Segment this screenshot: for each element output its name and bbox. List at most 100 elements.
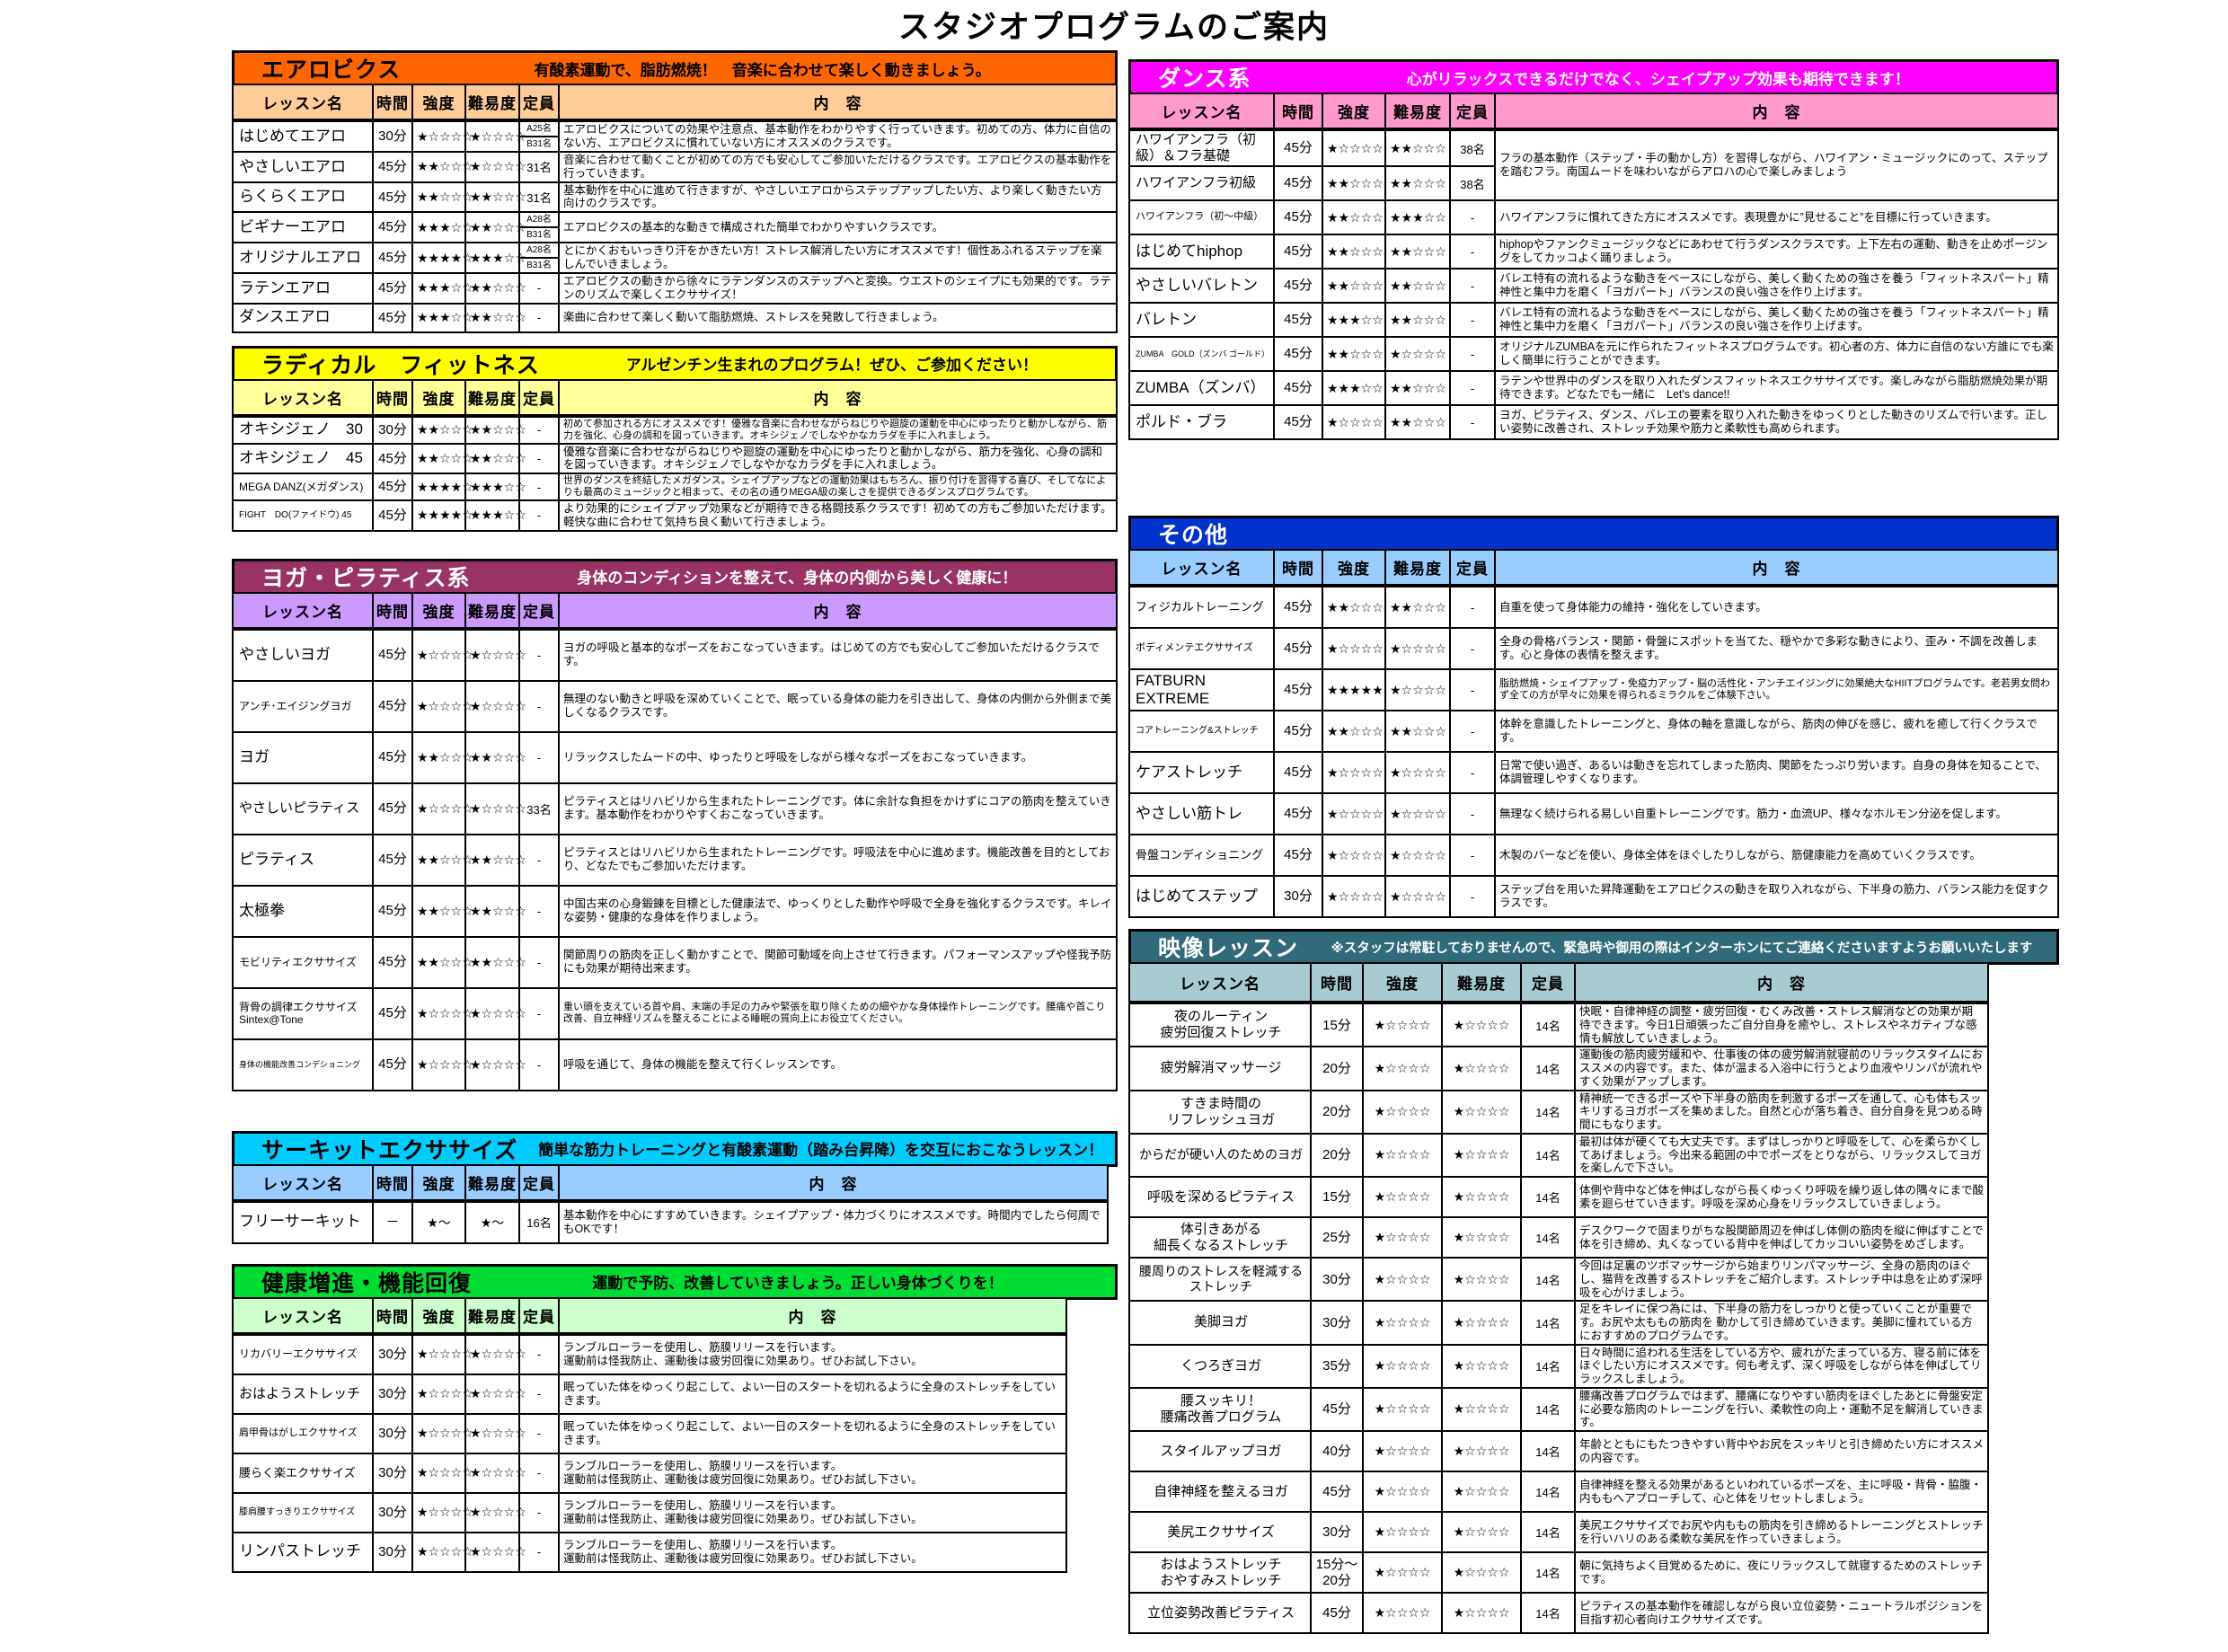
difficulty-stars: ★☆☆☆☆ bbox=[464, 1332, 526, 1375]
capacity: - bbox=[1449, 792, 1496, 835]
lesson-row: ヨガ 45分 ★★☆☆☆ ★★☆☆☆ - リラックスしたムードの中、ゆったりと呼吸をしなが… bbox=[232, 730, 1118, 784]
lesson-name: ピラティス bbox=[232, 833, 374, 887]
lesson-row: くつろぎヨガ 35分 ★☆☆☆☆ ★☆☆☆☆ 14名 日々時間に追われる生活をしている方や… bbox=[1128, 1343, 1989, 1389]
lesson-name: ビギナーエアロ bbox=[232, 211, 374, 243]
lesson-name: オリジナルエアロ bbox=[232, 242, 374, 274]
lesson-name: すきま時間の リフレッシュヨガ bbox=[1128, 1089, 1312, 1135]
capacity: - bbox=[1449, 336, 1496, 372]
lesson-name: ヨガ bbox=[232, 730, 374, 784]
lesson-row: 疲労解消マッサージ 20分 ★☆☆☆☆ ★☆☆☆☆ 14名 運動後の筋肉疲労緩和や、仕事後… bbox=[1128, 1046, 1989, 1091]
column-header-1: レッスン名 bbox=[1128, 549, 1275, 587]
left-column: エアロビクス 有酸素運動で、脂肪燃焼！ 音楽に合わせて楽しく動きましょう。 レッ… bbox=[232, 50, 1118, 1591]
lesson-content: 体幹を意識したトレーニングと、身体の軸を意識しながら、筋肉の伸びを感じ、疲れを癒… bbox=[1494, 710, 2059, 753]
column-header-3: 強度 bbox=[1362, 962, 1443, 1004]
lesson-name: オキシジェノ 45 bbox=[232, 442, 374, 474]
capacity: A28名 B31名 bbox=[518, 211, 560, 243]
difficulty-stars: ★☆☆☆☆ bbox=[1384, 751, 1451, 794]
lesson-row: すきま時間の リフレッシュヨガ 20分 ★☆☆☆☆ ★☆☆☆☆ 14名 精神統一できるポー… bbox=[1128, 1089, 1989, 1135]
lesson-row: バレトン 45分 ★★★☆☆ ★★☆☆☆ - バレエ特有の流れるような動きをベースにしなが… bbox=[1128, 302, 2059, 338]
lesson-name: 呼吸を深めるピラティス bbox=[1128, 1176, 1312, 1218]
section-header: ラディカル フィットネス アルゼンチン生まれのプログラム！ぜひ、ご参加ください！ bbox=[232, 345, 1118, 382]
program-section: 映像レッスン ※スタッフは常駐しておりませんので、緊急時や御用の際はインターホン… bbox=[1128, 929, 2059, 1634]
lesson-content: エアロビクスの動きから徐々にラテンダンスのステップへと変換。ウエストのシェイプに… bbox=[558, 272, 1118, 305]
difficulty-stars: ★★☆☆☆ bbox=[464, 211, 526, 243]
lesson-name: はじめてエアロ bbox=[232, 119, 374, 153]
capacity: 14名 bbox=[1520, 1216, 1576, 1259]
column-header-3: 強度 bbox=[411, 84, 466, 122]
intensity-stars: ★☆☆☆☆ bbox=[1362, 1132, 1443, 1179]
lesson-name: 膝肩腰すっきりエクササイズ bbox=[232, 1491, 374, 1533]
difficulty-stars: ★★☆☆☆ bbox=[464, 302, 526, 333]
capacity: 14名 bbox=[1520, 1046, 1576, 1091]
lesson-content: 日々時間に追われる生活をしている方や、疲れがたまっている方、寝る前に体をほぐした… bbox=[1574, 1343, 1989, 1389]
intensity-stars: ★☆☆☆☆ bbox=[1362, 1592, 1443, 1634]
difficulty-stars: ★★☆☆☆ bbox=[464, 414, 526, 445]
lesson-content: 自重を使って身体能力の維持・強化をしていきます。 bbox=[1494, 585, 2059, 629]
capacity-part: B31名 bbox=[526, 261, 552, 270]
difficulty-stars: ★☆☆☆☆ bbox=[1441, 1511, 1522, 1553]
lesson-content: ヨガ、ピラティス、ダンス、バレエの要素を取り入れた動きをゆっくりとした動きのリズ… bbox=[1494, 404, 2059, 440]
lesson-row: 美尻エクササイズ 30分 ★☆☆☆☆ ★☆☆☆☆ 14名 美尻エクササイズでお尻や内ももの… bbox=[1128, 1511, 1989, 1553]
lesson-row: はじめてステップ 30分 ★☆☆☆☆ ★☆☆☆☆ - ステップ台を用いた昇降運動をエアロビ… bbox=[1128, 875, 2059, 918]
lesson-name: くつろぎヨガ bbox=[1128, 1343, 1312, 1389]
lesson-row: 骨盤コンディショニング 45分 ★☆☆☆☆ ★☆☆☆☆ - 木製のバーなどを使い、身体全体… bbox=[1128, 834, 2059, 877]
intensity-stars: ★★☆☆☆ bbox=[1322, 710, 1386, 753]
difficulty-stars: ★☆☆☆☆ bbox=[1441, 1132, 1522, 1179]
lesson-time: 45分 bbox=[1273, 336, 1323, 372]
lesson-time: 45分 bbox=[1273, 234, 1323, 269]
intensity-stars: ★☆☆☆☆ bbox=[1362, 1386, 1443, 1433]
lesson-row: らくらくエアロ 45分 ★★☆☆☆ ★★☆☆☆ 31名 基本動作を中心に進めて行きますが、… bbox=[232, 181, 1118, 213]
lesson-name: 立位姿勢改善ピラティス bbox=[1128, 1592, 1312, 1634]
lesson-time: 30分 bbox=[372, 1491, 413, 1533]
lesson-row: 身体の機能改善コンデショニング 45分 ★☆☆☆☆ ★☆☆☆☆ - 呼吸を通じて、身体の機… bbox=[232, 1038, 1118, 1091]
lesson-time: 45分 bbox=[372, 884, 413, 938]
capacity: 16名 bbox=[518, 1199, 560, 1244]
intensity-stars: ★★☆☆☆ bbox=[1322, 336, 1386, 372]
intensity-stars: ★☆☆☆☆ bbox=[1362, 1300, 1443, 1346]
capacity: 14名 bbox=[1520, 1256, 1576, 1303]
column-header-4: 難易度 bbox=[1384, 93, 1451, 131]
section-subtitle: 簡単な筋力トレーニングと有酸素運動（踏み台昇降）を交互におこなうレッスン！ bbox=[538, 1142, 1104, 1159]
section-title: サーキットエクササイズ bbox=[261, 1137, 518, 1163]
lesson-content: ラテンや世界中のダンスを取り入れたダンスフィットネスエクササイズです。楽しみなが… bbox=[1494, 370, 2059, 406]
lesson-row: ラテンエアロ 45分 ★★★☆☆ ★★☆☆☆ - エアロビクスの動きから徐々にラテンダンス… bbox=[232, 272, 1118, 305]
section-title: エアロビクス bbox=[261, 57, 402, 83]
difficulty-stars: ★☆☆☆☆ bbox=[464, 1412, 526, 1454]
lesson-content: 木製のバーなどを使い、身体全体をほぐしたりしながら、筋健康能力を高めていくクラス… bbox=[1494, 834, 2059, 877]
column-header-6: 内 容 bbox=[1574, 962, 1989, 1004]
capacity: 31名 bbox=[518, 151, 560, 183]
intensity-stars: ★☆☆☆☆ bbox=[411, 119, 473, 153]
column-header-4: 難易度 bbox=[464, 378, 520, 418]
lesson-content: 美尻エクササイズでお尻や内ももの筋肉を引き締めるトレーニングとストレッチを行いハ… bbox=[1574, 1511, 1989, 1553]
column-header-2: 時間 bbox=[372, 1296, 413, 1336]
capacity: - bbox=[518, 442, 560, 474]
lesson-time: 15分 bbox=[1310, 1176, 1364, 1218]
lesson-time: 45分 bbox=[372, 272, 413, 305]
difficulty-stars: ★☆☆☆☆ bbox=[464, 1452, 526, 1494]
capacity: - bbox=[518, 833, 560, 887]
lesson-name: 背骨の調律エクササイズ Sintex@Tone bbox=[232, 986, 374, 1040]
difficulty-stars: ★☆☆☆☆ bbox=[464, 679, 526, 733]
lesson-content: 全身の骨格バランス・関節・骨盤にスポットを当てた、穏やかで多彩な動きにより、歪み… bbox=[1494, 627, 2059, 670]
program-section: その他 レッスン名 時間 強度 難易度 定員内 容 フィジカルトレーニング 45分 ★★☆☆… bbox=[1128, 516, 2059, 918]
intensity-stars: ★★☆☆☆ bbox=[411, 935, 473, 989]
intensity-stars: ★★☆☆☆ bbox=[411, 730, 473, 784]
lesson-row: 肩甲骨はがしエクササイズ 30分 ★☆☆☆☆ ★☆☆☆☆ - 眠っていた体をゆっくり起こし… bbox=[232, 1412, 1067, 1454]
capacity: 14名 bbox=[1520, 1001, 1576, 1048]
lesson-time: 45分 bbox=[1273, 668, 1323, 711]
difficulty-stars: ★★☆☆☆ bbox=[1384, 302, 1451, 338]
intensity-stars: ★☆☆☆☆ bbox=[411, 782, 473, 835]
lesson-time: 40分 bbox=[1310, 1430, 1364, 1472]
capacity: 14名 bbox=[1520, 1343, 1576, 1389]
column-header-5: 定員 bbox=[518, 1163, 560, 1203]
section-header: 健康増進・機能回復 運動で予防、改善していきましょう。正しい身体づくりを！ bbox=[232, 1263, 1118, 1300]
lesson-content: バレエ特有の流れるような動きをベースにしながら、美しく動くための強さを養う「フィ… bbox=[1494, 268, 2059, 304]
lesson-time: 20分 bbox=[1310, 1132, 1364, 1179]
column-header-6: 内 容 bbox=[558, 84, 1118, 122]
lesson-row: ZUMBA GOLD（ズンバ ゴールド） 45分 ★★☆☆☆ ★☆☆☆☆ - オリジナルZ… bbox=[1128, 336, 2059, 372]
lesson-time: 45分 bbox=[372, 302, 413, 333]
lesson-content: エアロビクスについての効果や注意点、基本動作をわかりやすく行っていきます。初めて… bbox=[558, 119, 1118, 153]
lesson-row: スタイルアップヨガ 40分 ★☆☆☆☆ ★☆☆☆☆ 14名 年齢とともにもたつきやすい背中… bbox=[1128, 1430, 1989, 1472]
section-header: サーキットエクササイズ 簡単な筋力トレーニングと有酸素運動（踏み台昇降）を交互に… bbox=[232, 1130, 1118, 1167]
lesson-row: 背骨の調律エクササイズ Sintex@Tone 45分 ★☆☆☆☆ ★☆☆☆☆ - 重い頭… bbox=[232, 986, 1118, 1040]
